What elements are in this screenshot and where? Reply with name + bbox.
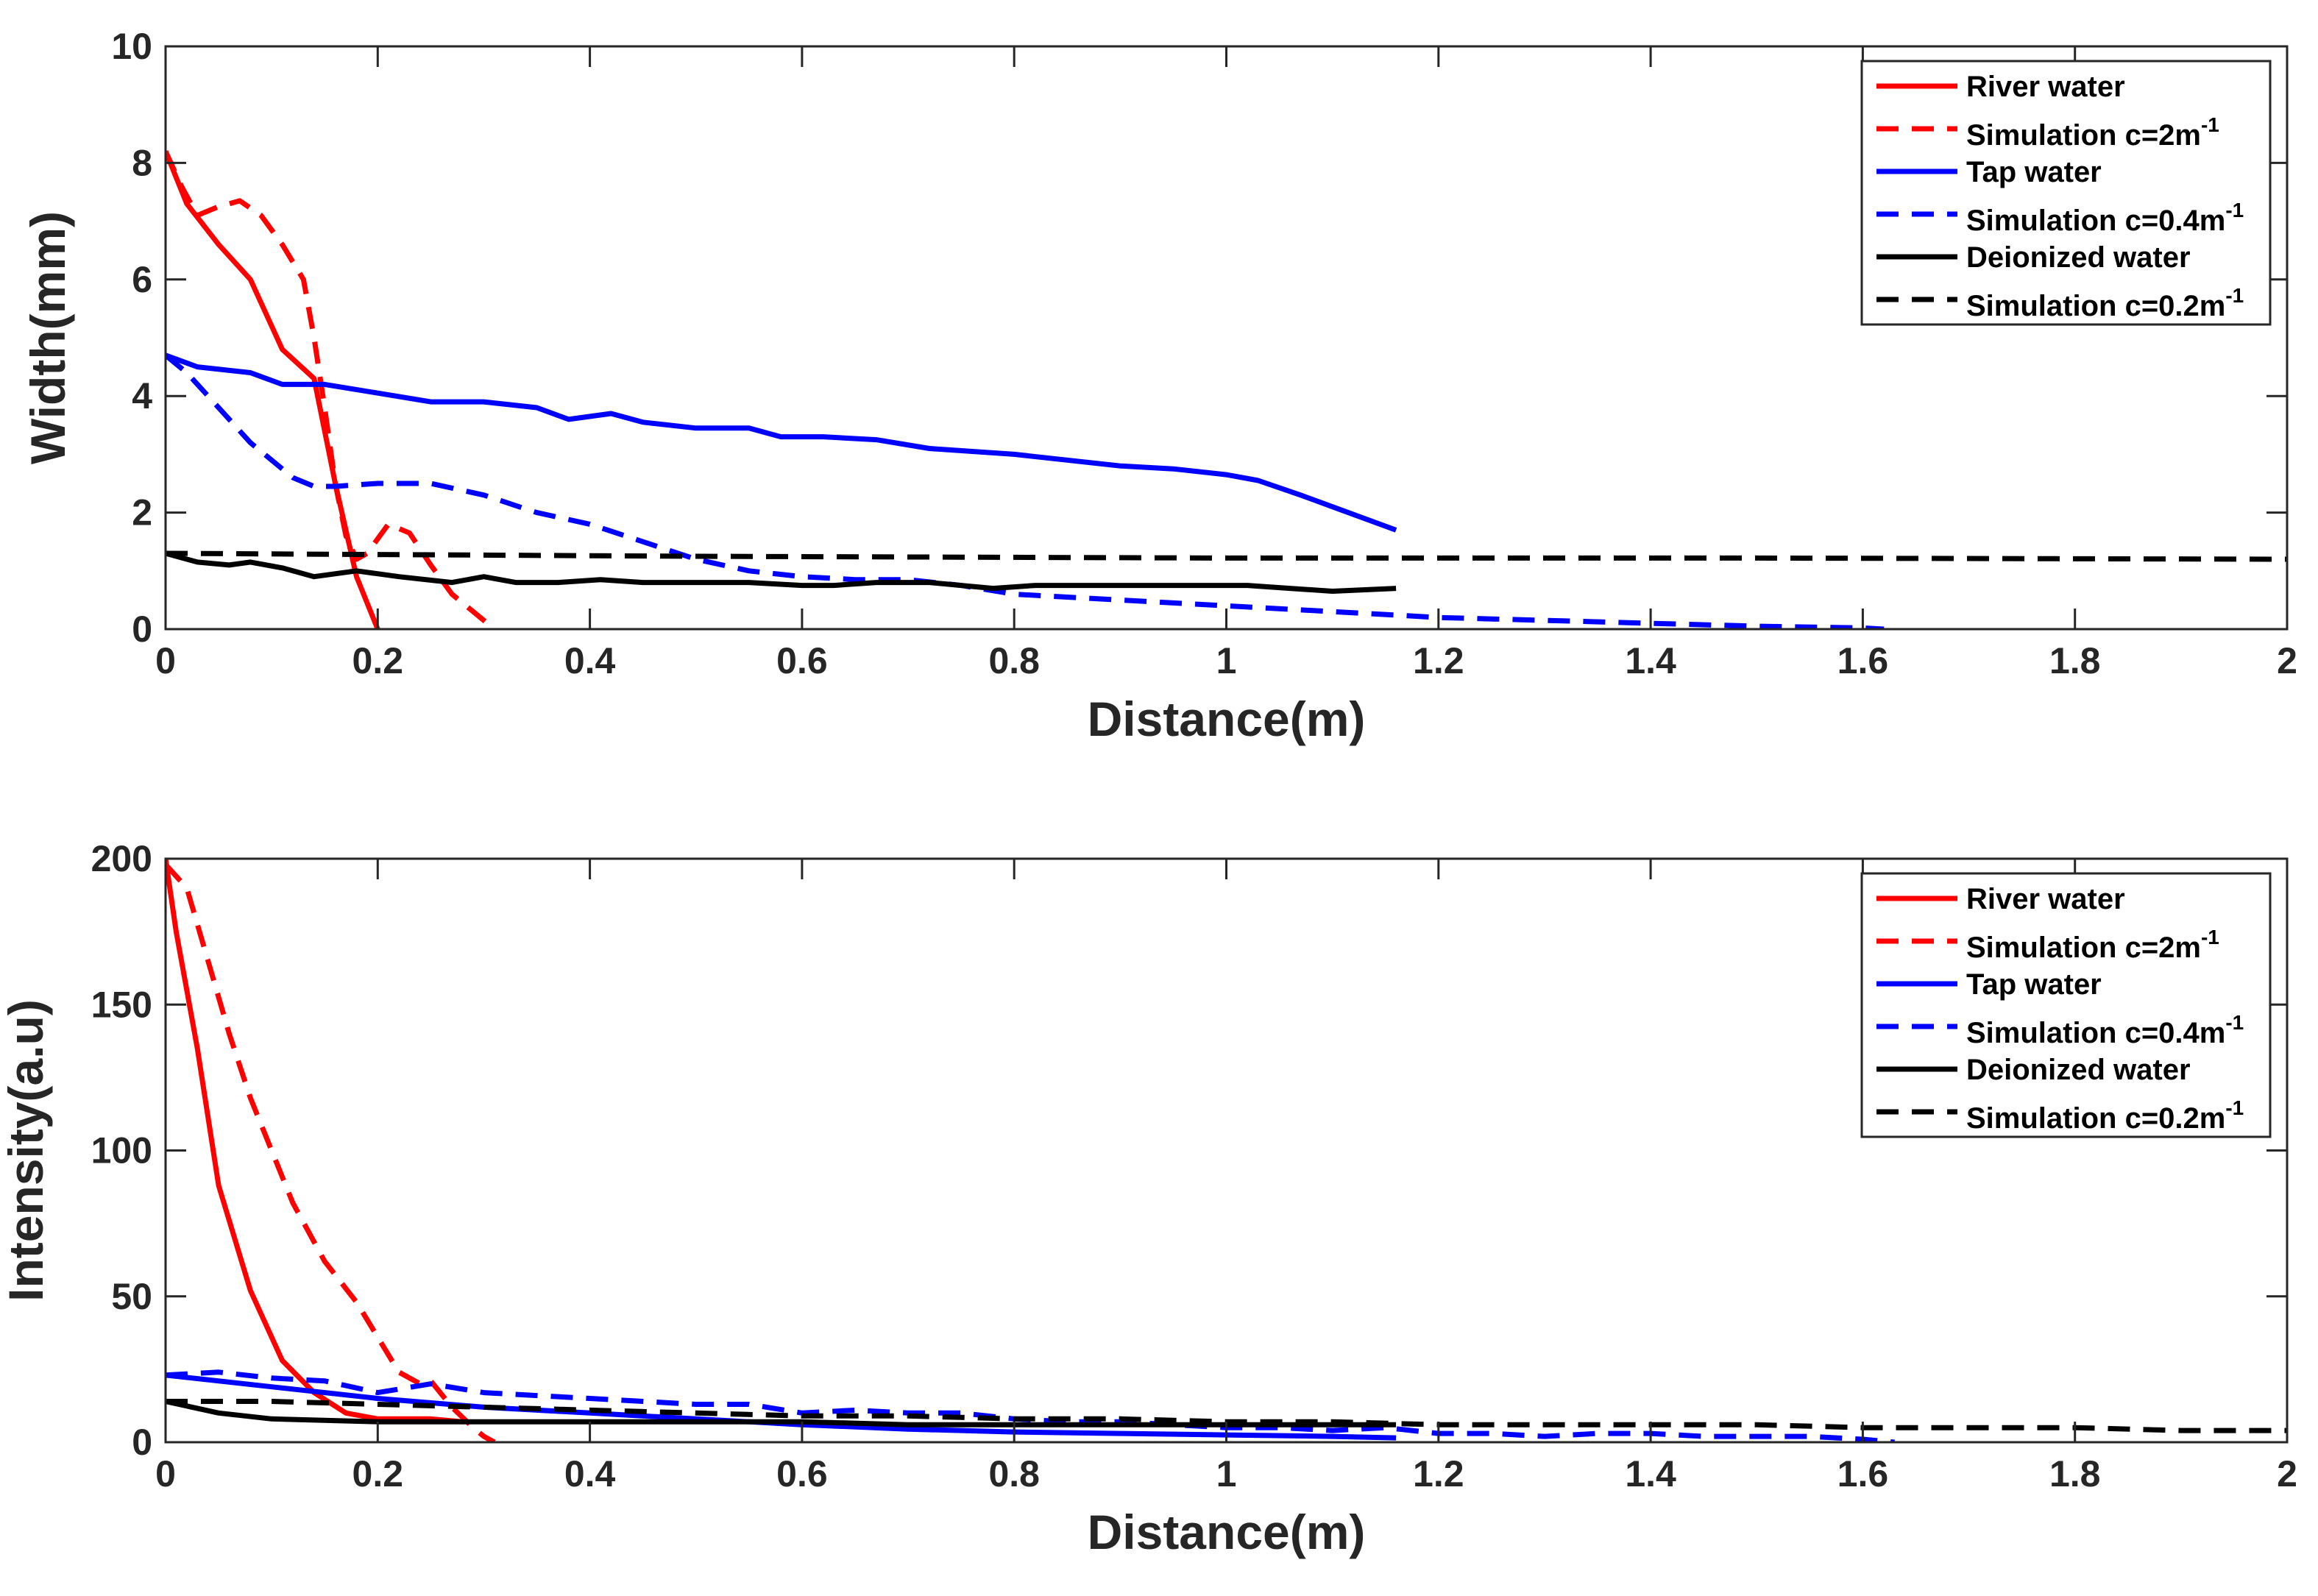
intensity-legend-label-5: Simulation c=0.2m-1 [1966, 1096, 2244, 1135]
intensity-y-tick-label: 100 [91, 1130, 152, 1171]
intensity-legend-label-0: River water [1966, 883, 2125, 915]
width-legend-box [1860, 60, 2272, 326]
width-legend-label-text: Tap water [1966, 156, 2102, 188]
width-series-line-1 [166, 150, 497, 629]
width-y-tick-label: 8 [132, 142, 152, 183]
width-series-line-4 [166, 550, 1397, 594]
width-x-tick-label: 1.8 [2049, 640, 2101, 681]
width-legend-label-text: Simulation c=0.2m [1966, 290, 2225, 322]
intensity-legend-label-text: Simulation c=0.4m [1966, 1017, 2225, 1049]
width-y-tick-label: 10 [111, 26, 152, 67]
width-x-tick-label: 0.4 [564, 640, 616, 681]
width-legend-label-superscript: -1 [2225, 284, 2244, 307]
width-x-tick-label: 0.6 [776, 640, 828, 681]
intensity-legend-label-text: Tap water [1966, 968, 2102, 1001]
width-legend-label-superscript: -1 [2201, 113, 2219, 136]
intensity-legend-box [1860, 872, 2272, 1138]
intensity-x-tick-label: 1 [1216, 1453, 1237, 1494]
width-series-group [166, 150, 2287, 629]
intensity-x-tick-label: 1.8 [2049, 1453, 2101, 1494]
width-x-axis-label: Distance(m) [1088, 692, 1366, 746]
width-legend-label-4: Deionized water [1966, 241, 2191, 274]
intensity-legend-label-1: Simulation c=2m-1 [1966, 926, 2219, 964]
width-y-tick-label: 2 [132, 492, 152, 533]
width-x-tick-label: 2 [2277, 640, 2297, 681]
width-legend-label-text: Simulation c=2m [1966, 119, 2201, 152]
width-legend-label-0: River water [1966, 71, 2125, 103]
width-y-axis-label: Width(mm) [21, 211, 75, 464]
intensity-legend-label-3: Simulation c=0.4m-1 [1966, 1011, 2244, 1049]
intensity-series-line-3 [166, 1369, 1895, 1442]
intensity-x-tick-label: 0.8 [988, 1453, 1040, 1494]
intensity-series-line-4 [166, 1399, 1397, 1427]
intensity-chart-panel: 0 0.2 0.4 0.6 0.8 1 1.2 1.4 1.6 1.8 2 0 50 100 150 200 D… [0, 838, 2297, 1559]
intensity-y-tick-label: 0 [132, 1422, 152, 1463]
intensity-x-tick-label: 0.2 [352, 1453, 404, 1494]
width-x-tick-label: 0.2 [352, 640, 404, 681]
intensity-x-tick-label: 0 [155, 1453, 176, 1494]
width-legend-label-1: Simulation c=2m-1 [1966, 113, 2219, 152]
intensity-series-line-0 [166, 859, 463, 1425]
width-x-tick-label: 1.2 [1413, 640, 1464, 681]
width-x-tick-label: 1.6 [1837, 640, 1889, 681]
width-legend-label-text: Deionized water [1966, 241, 2191, 274]
width-series-line-3 [166, 353, 1885, 629]
width-legend-label-2: Tap water [1966, 156, 2102, 188]
intensity-legend-label-text: Simulation c=0.2m [1966, 1102, 2225, 1135]
intensity-legend-label-text: Simulation c=2m [1966, 932, 2201, 964]
width-chart-panel: 0 0.2 0.4 0.6 0.8 1 1.2 1.4 1.6 1.8 2 0 2 4 6 8 10 Distan… [21, 26, 2297, 746]
intensity-x-tick-label: 1.4 [1625, 1453, 1676, 1494]
intensity-x-tick-label: 1.2 [1413, 1453, 1464, 1494]
intensity-y-tick-label: 200 [91, 838, 152, 879]
intensity-x-tick-label: 0.6 [776, 1453, 828, 1494]
intensity-y-tick-label: 50 [111, 1276, 152, 1317]
intensity-legend-label-superscript: -1 [2225, 1096, 2244, 1119]
intensity-x-axis-label: Distance(m) [1088, 1505, 1366, 1559]
intensity-x-tick-label: 2 [2277, 1453, 2297, 1494]
width-legend-label-text: Simulation c=0.4m [1966, 205, 2225, 237]
width-y-tick-label: 4 [132, 375, 152, 416]
intensity-series-line-1 [166, 862, 496, 1442]
width-legend-label-superscript: -1 [2225, 199, 2244, 221]
intensity-legend-label-text: River water [1966, 883, 2125, 915]
width-y-tick-label: 6 [132, 259, 152, 300]
intensity-legend-label-superscript: -1 [2225, 1011, 2244, 1034]
intensity-legend-label-text: Deionized water [1966, 1054, 2191, 1086]
intensity-legend-label-2: Tap water [1966, 968, 2102, 1001]
width-x-tick-label: 1.4 [1625, 640, 1676, 681]
width-x-tick-label: 0 [155, 640, 176, 681]
intensity-legend-label-4: Deionized water [1966, 1054, 2191, 1086]
width-legend-label-text: River water [1966, 71, 2125, 103]
width-y-tick-label: 0 [132, 609, 152, 650]
intensity-legend-label-superscript: -1 [2201, 926, 2219, 948]
intensity-x-tick-label: 1.6 [1837, 1453, 1889, 1494]
intensity-y-axis-label: Intensity(a.u) [0, 999, 53, 1302]
width-series-line-2 [166, 352, 1397, 533]
intensity-y-tick-label: 150 [91, 984, 152, 1025]
width-x-tick-label: 0.8 [988, 640, 1040, 681]
intensity-x-tick-label: 0.4 [564, 1453, 616, 1494]
width-x-tick-label: 1 [1216, 640, 1237, 681]
width-legend-label-5: Simulation c=0.2m-1 [1966, 284, 2244, 322]
width-legend-label-3: Simulation c=0.4m-1 [1966, 199, 2244, 237]
width-series-line-5 [166, 550, 2287, 562]
